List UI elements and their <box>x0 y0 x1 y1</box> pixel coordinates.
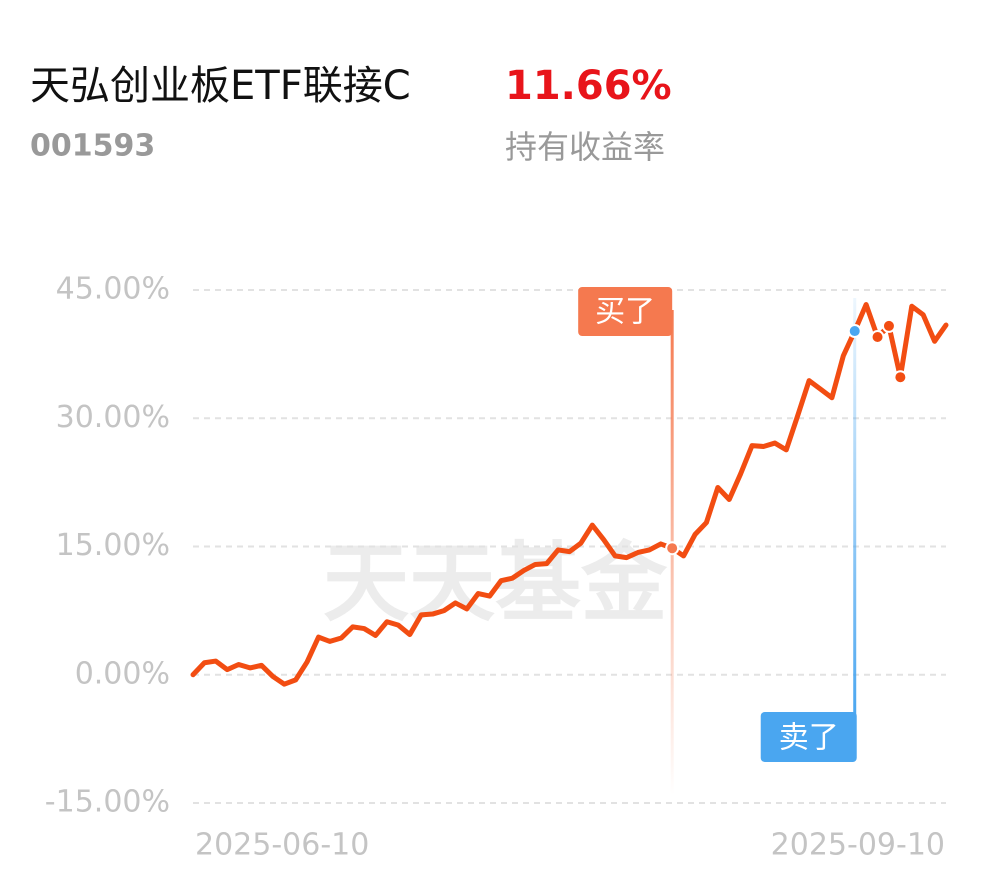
line <box>190 302 949 687</box>
y-tick-label: 45.00% <box>56 272 170 307</box>
marker-guide <box>853 298 857 718</box>
y-tick-label: 30.00% <box>56 400 170 435</box>
trade-point <box>665 541 680 556</box>
return-caption: 持有收益率 <box>505 128 665 166</box>
trade-point <box>870 330 885 345</box>
marker-label: 卖了 <box>779 721 839 756</box>
y-tick-label: 15.00% <box>56 528 170 563</box>
fund-name: 天弘创业板ETF联接C <box>30 63 411 109</box>
y-tick-label: -15.00% <box>45 785 170 820</box>
marker-tag <box>578 287 673 336</box>
holding-return: 11.66% <box>505 63 672 109</box>
watermark: 天天基金 <box>323 533 668 634</box>
x-tick-label: 2025-09-10 <box>771 828 945 863</box>
marker-label: 买了 <box>595 295 655 330</box>
x-tick-label: 2025-06-10 <box>195 828 369 863</box>
y-tick-label: 0.00% <box>75 656 170 691</box>
trade-point <box>881 318 896 333</box>
fund-code: 001593 <box>30 129 155 164</box>
trade-point <box>847 324 862 339</box>
marker-tag <box>760 712 857 762</box>
trade-point <box>893 370 908 385</box>
